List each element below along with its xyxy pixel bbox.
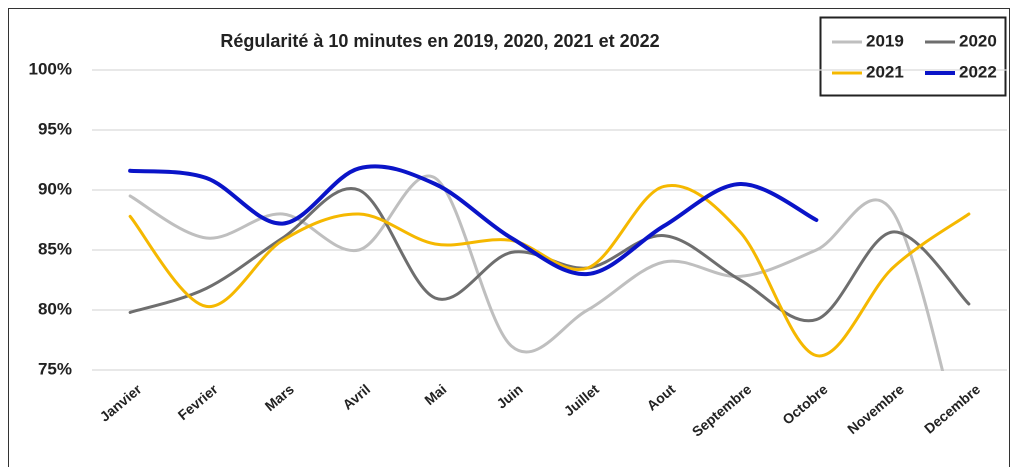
legend-label: 2019	[866, 31, 904, 50]
series-line	[128, 183, 971, 358]
series-line	[128, 174, 945, 371]
legend-label: 2021	[866, 62, 904, 81]
y-tick-label: 85%	[38, 239, 72, 258]
legend-label: 2022	[959, 62, 997, 81]
y-tick-label: 80%	[38, 299, 72, 318]
series-line	[128, 164, 819, 277]
y-tick-label: 100%	[29, 59, 72, 78]
plot	[128, 164, 971, 371]
y-tick-label: 95%	[38, 119, 72, 138]
legend-label: 2020	[959, 31, 997, 50]
y-tick-label: 75%	[38, 359, 72, 378]
chart-title: Régularité à 10 minutes en 2019, 2020, 2…	[220, 31, 659, 51]
y-tick-label: 90%	[38, 179, 72, 198]
legend-box	[819, 16, 1007, 97]
